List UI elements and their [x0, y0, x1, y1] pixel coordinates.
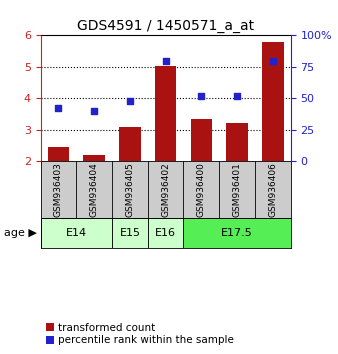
Bar	[262, 42, 284, 161]
Text: age ▶: age ▶	[4, 228, 37, 238]
Bar	[119, 127, 141, 161]
Text: GSM936402: GSM936402	[161, 162, 170, 217]
Text: GSM936404: GSM936404	[90, 162, 99, 217]
Legend: transformed count, percentile rank within the sample: transformed count, percentile rank withi…	[46, 322, 234, 345]
Point	[199, 93, 204, 98]
Text: GSM936403: GSM936403	[54, 162, 63, 217]
Bar	[112, 218, 148, 248]
Point	[92, 108, 97, 114]
Point	[163, 58, 168, 63]
Bar	[184, 218, 291, 248]
Point	[127, 98, 132, 104]
Point	[234, 93, 240, 98]
Title: GDS4591 / 1450571_a_at: GDS4591 / 1450571_a_at	[77, 19, 254, 33]
Bar	[41, 218, 112, 248]
Text: GSM936405: GSM936405	[125, 162, 135, 217]
Bar	[48, 147, 69, 161]
Point	[270, 58, 275, 63]
Bar	[155, 66, 176, 161]
Text: GSM936406: GSM936406	[268, 162, 277, 217]
Point	[56, 105, 61, 111]
Bar	[148, 218, 184, 248]
Bar	[191, 119, 212, 161]
Text: GSM936400: GSM936400	[197, 162, 206, 217]
Text: E15: E15	[119, 228, 140, 238]
Text: E16: E16	[155, 228, 176, 238]
Text: E14: E14	[66, 228, 87, 238]
Bar	[83, 155, 105, 161]
Text: GSM936401: GSM936401	[233, 162, 242, 217]
Text: E17.5: E17.5	[221, 228, 253, 238]
Bar	[226, 123, 248, 161]
